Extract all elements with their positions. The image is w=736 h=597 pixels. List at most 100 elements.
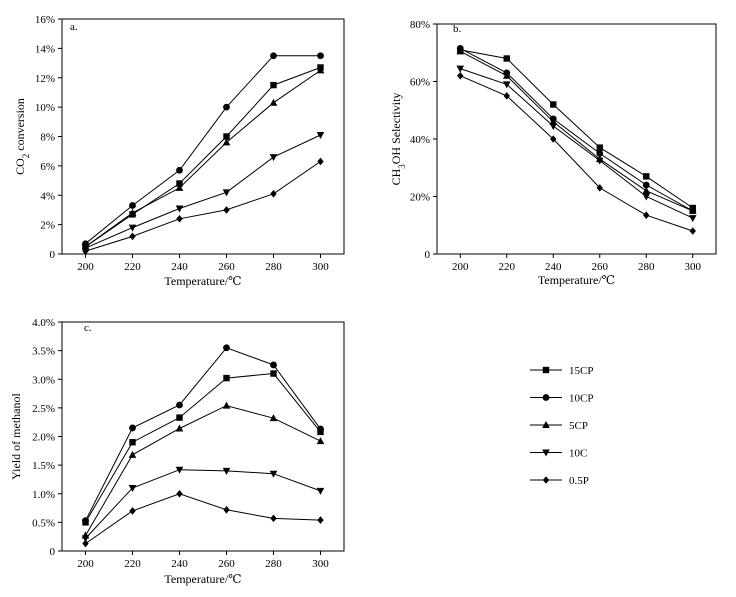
x-tick-label: 220 [124,558,141,570]
data-point [596,184,603,192]
data-point [316,66,325,74]
data-point [688,206,697,214]
data-point [222,138,231,146]
data-point [176,401,183,409]
x-tick-label: 240 [171,261,188,273]
data-point [81,535,90,543]
data-point [642,186,651,194]
data-point [269,154,278,162]
data-point [175,466,184,474]
y-tick-label: 1.5% [32,460,55,472]
series-5CP [81,401,325,539]
legend-label: 0.5P [569,475,589,487]
chart-1: 200 220 240 260 280 300 0 20% 40% 60% 80% b. Tempera… [389,19,717,287]
series-0.5P [457,71,696,235]
data-point [129,424,136,432]
series-line [85,347,321,521]
data-point [269,470,278,478]
data-point [82,539,89,548]
data-point [82,247,89,255]
data-point [317,52,324,60]
x-axis-label: Temperature/℃ [538,273,615,287]
x-tick-label: 280 [638,261,655,273]
series-10C [456,65,697,223]
data-point [595,157,604,165]
data-point [317,425,324,433]
data-point [176,180,183,187]
series-line [85,372,321,523]
data-point [129,439,136,446]
y-axis-label: Yield of methanol [9,393,23,480]
x-tick-label: 200 [452,261,469,273]
x-axis-label: Temperature/℃ [164,572,241,586]
legend-label: 10CP [569,393,593,405]
data-point [176,166,183,174]
data-point [502,81,511,89]
y-tick-label: 12% [35,73,55,85]
series-line [85,493,321,545]
y-tick-label: 14% [35,43,55,55]
x-tick-label: 260 [592,261,609,273]
series-line [85,469,321,539]
data-point [269,98,278,106]
series-line [85,55,321,245]
series-5CP [456,47,697,214]
series-line [85,69,321,248]
y-tick-label: 10% [35,102,55,114]
series-line [460,68,694,219]
data-point [456,47,465,55]
data-point [129,202,136,209]
x-tick-label: 260 [218,261,235,273]
y-tick-label: 80% [410,19,430,31]
data-point [269,414,278,422]
data-point [223,505,230,514]
series-line [85,67,321,248]
data-point [223,103,230,111]
data-point [643,211,650,219]
y-tick-label: 6% [40,161,55,173]
y-tick-label: 0 [425,249,431,261]
data-point [270,189,277,198]
series-line [85,161,321,252]
panel-label: a. [70,21,78,33]
series-line [460,49,694,209]
x-axis-label: Temperature/℃ [164,274,241,288]
series-5CP [81,66,325,250]
series-10CP [82,344,324,525]
series-0.5P [82,157,324,255]
series-line [460,75,693,232]
data-point [503,92,510,100]
chart-0: 200 220 240 260 280 300 0 2% 4% 6% 8% 10% 12% 14% 16% a… [13,14,345,288]
plot-frame [61,321,345,552]
data-point [223,133,230,140]
x-tick-label: 260 [218,558,235,570]
data-point [175,205,184,213]
data-point [129,232,136,241]
y-tick-label: 4.0% [32,317,55,329]
data-point [175,424,184,432]
data-point [317,516,324,524]
y-tick-label: 4% [40,190,55,202]
y-tick-label: 2% [40,220,55,232]
y-tick-label: 2.5% [32,403,55,415]
x-tick-label: 240 [545,261,562,273]
series-line [460,50,693,212]
data-point [503,55,510,62]
series-15CP [82,64,324,250]
legend-marker [542,394,550,401]
data-point [128,208,137,216]
data-point [457,71,464,80]
x-tick-label: 280 [265,261,282,273]
legend-marker [542,421,550,428]
data-point [223,374,230,382]
data-point [223,344,230,352]
data-point [549,123,558,131]
data-point [688,215,697,223]
legend-label: 5CP [569,420,588,432]
y-tick-label: 16% [35,14,55,26]
data-point [128,450,137,458]
series-15CP [457,46,696,212]
data-point [316,437,325,445]
data-point [128,224,137,232]
